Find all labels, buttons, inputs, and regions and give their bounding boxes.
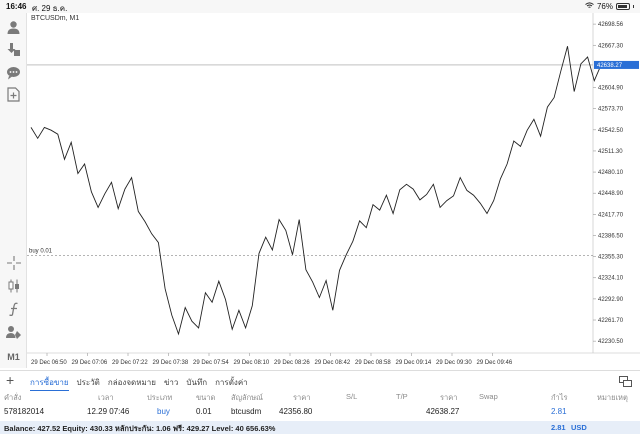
time-tick-label: 29 Dec 08:26	[274, 360, 310, 366]
clock: 16:46	[6, 2, 27, 11]
time-tick-label: 29 Dec 07:54	[193, 360, 229, 366]
balance-bar: Balance: 427.52 Equity: 430.33 หลักประกั…	[0, 421, 640, 434]
current-price-tag-label: 42638.27	[597, 63, 623, 69]
tab-3[interactable]: ข่าว	[163, 378, 179, 387]
new-doc-icon[interactable]	[5, 86, 22, 103]
price-tick-label: 42604.90	[598, 86, 624, 92]
order-type: buy	[157, 407, 170, 416]
col-order: คำสั่ง	[4, 393, 22, 402]
col-comment: หมายเหตุ	[597, 393, 628, 402]
time-tick-label: 29 Dec 08:42	[315, 360, 351, 366]
status-bar: 16:46 ศ. 29 ธ.ค. 76%	[0, 0, 640, 13]
price-tick-label: 42573.70	[598, 107, 624, 113]
terminal-tab-bar: + การซื้อขาย ประวัติ กล่องจดหมาย ข่าว บันทึก…	[0, 370, 640, 391]
add-icon[interactable]: +	[6, 372, 15, 388]
wifi-icon	[585, 2, 594, 11]
time-tick-label: 29 Dec 06:50	[31, 360, 67, 366]
time-tick-label: 29 Dec 08:10	[234, 360, 270, 366]
crosshair-icon[interactable]	[5, 254, 22, 271]
indicator-icon[interactable]	[5, 300, 22, 317]
timeframe-button[interactable]: M1	[7, 351, 20, 362]
objects-icon[interactable]	[5, 323, 22, 340]
candles-icon[interactable]	[5, 277, 22, 294]
time-tick-label: 29 Dec 09:30	[436, 360, 472, 366]
account-icon[interactable]	[5, 19, 22, 36]
tab-5[interactable]: การตั้งค่า	[215, 378, 248, 387]
price-tick-label: 42230.50	[598, 339, 624, 345]
battery-text: 76%	[596, 2, 613, 11]
price-tick-label: 42355.30	[598, 255, 624, 261]
account-currency: USD	[571, 423, 587, 432]
col-price: ราคา	[293, 393, 311, 402]
chart-area[interactable]: BTCUSDm, M1 42698.56 42667.30 42604.90 4257…	[27, 13, 640, 370]
expand-icon[interactable]	[619, 374, 632, 387]
balance-summary: Balance: 427.52 Equity: 430.33 หลักประกั…	[4, 424, 276, 433]
order-open-price: 42356.80	[279, 407, 313, 416]
price-chart[interactable]: 42698.56 42667.30 42604.90 42573.70 42542.50…	[27, 13, 640, 370]
price-tick-label: 42417.70	[598, 212, 624, 218]
price-tick-label: 42667.30	[598, 43, 624, 49]
deposit-icon[interactable]	[5, 41, 22, 58]
chart-symbol-label: BTCUSDm, M1	[31, 15, 80, 22]
tab-1[interactable]: ประวัติ	[76, 378, 100, 387]
price-series-line	[30, 46, 602, 336]
battery-icon	[616, 3, 630, 10]
table-row[interactable]: 578182014 12.29 07:46 buy 0.01 btcusdm 4…	[0, 406, 640, 420]
buy-level-label: buy 0.01	[29, 249, 53, 255]
tab-0[interactable]: การซื้อขาย	[30, 376, 69, 391]
tab-2[interactable]: กล่องจดหมาย	[107, 378, 156, 387]
time-tick-label: 29 Dec 09:14	[396, 360, 432, 366]
col-profit: กำไร	[551, 393, 568, 402]
price-tick-label: 42480.10	[598, 170, 624, 176]
col-swap: Swap	[479, 392, 498, 401]
battery-tip	[633, 5, 634, 8]
col-current-price: ราคา	[440, 393, 458, 402]
price-tick-label: 42698.56	[598, 22, 624, 28]
price-tick-label: 42292.90	[598, 297, 624, 303]
time-tick-label: 29 Dec 07:38	[153, 360, 189, 366]
price-tick-label: 42511.30	[598, 149, 623, 155]
current-price-tag	[594, 60, 639, 69]
price-tick-label: 42542.50	[598, 128, 624, 134]
col-symbol: สัญลักษณ์	[231, 393, 264, 402]
status-right: 76%	[585, 2, 634, 11]
col-tp: T/P	[396, 392, 408, 401]
time-tick-label: 29 Dec 09:46	[477, 360, 513, 366]
total-profit: 2.81	[551, 423, 566, 432]
time-tick-label: 29 Dec 08:58	[355, 360, 391, 366]
order-current-price: 42638.27	[426, 407, 460, 416]
col-time: เวลา	[98, 393, 114, 402]
order-id: 578182014	[4, 407, 45, 416]
col-type: ประเภท	[147, 393, 173, 402]
price-tick-label: 42448.90	[598, 191, 624, 197]
order-volume: 0.01	[196, 407, 212, 416]
orders-table-header: คำสั่ง เวลา ประเภท ขนาด สัญลักษณ์ ราคา S…	[0, 391, 640, 403]
col-sl: S/L	[346, 392, 358, 401]
order-profit: 2.81	[551, 407, 567, 416]
price-tick-label: 42261.70	[598, 318, 624, 324]
date: ศ. 29 ธ.ค.	[32, 4, 68, 13]
order-time: 12.29 07:46	[87, 407, 130, 416]
order-symbol: btcusdm	[231, 407, 262, 416]
terminal-tabs: การซื้อขาย ประวัติ กล่องจดหมาย ข่าว บันทึก กา…	[30, 376, 248, 391]
time-tick-label: 29 Dec 07:06	[72, 360, 108, 366]
price-tick-label: 42386.50	[598, 233, 624, 239]
chat-icon[interactable]	[5, 64, 22, 81]
tab-4[interactable]: บันทึก	[186, 378, 208, 387]
left-toolbar: M1	[0, 13, 27, 368]
col-volume: ขนาด	[196, 393, 216, 402]
price-tick-label: 42324.10	[598, 276, 624, 282]
time-tick-label: 29 Dec 07:22	[112, 360, 148, 366]
